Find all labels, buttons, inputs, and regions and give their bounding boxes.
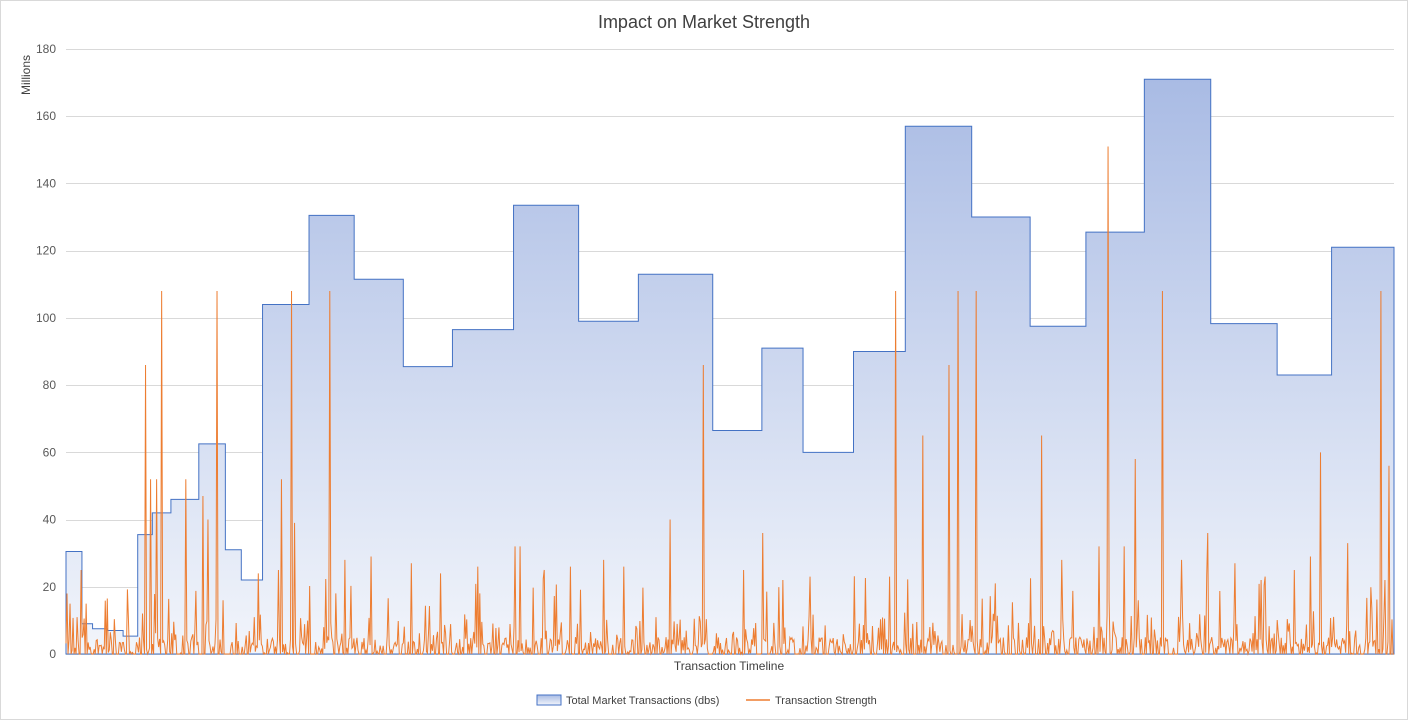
y-tick-label: 60 [43, 445, 57, 459]
market-transactions-area [65, 78, 1395, 655]
y-tick-label: 140 [36, 176, 56, 190]
y-tick-label: 180 [36, 42, 56, 56]
legend-label-strength: Transaction Strength [775, 695, 877, 707]
x-axis-title: Transaction Timeline [674, 659, 785, 673]
series-total-market-transactions [65, 78, 1395, 655]
y-tick-labels: 0 20 40 60 80 100 120 140 160 180 [36, 42, 56, 661]
y-tick-label: 80 [43, 378, 57, 392]
y-tick-label: 20 [43, 580, 57, 594]
y-axis-title: Millions [19, 55, 33, 95]
y-tick-label: 0 [49, 647, 56, 661]
y-tick-label: 120 [36, 244, 56, 258]
legend-area-swatch [536, 694, 562, 706]
legend: Total Market Transactions (dbs) Transact… [536, 694, 877, 707]
y-tick-label: 40 [43, 513, 57, 527]
y-tick-label: 100 [36, 311, 56, 325]
transaction-strength-line [65, 146, 1394, 656]
series-transaction-strength [65, 146, 1394, 656]
y-tick-label: 160 [36, 109, 56, 123]
legend-label-transactions: Total Market Transactions (dbs) [566, 695, 719, 707]
chart-title: Impact on Market Strength [598, 12, 810, 32]
